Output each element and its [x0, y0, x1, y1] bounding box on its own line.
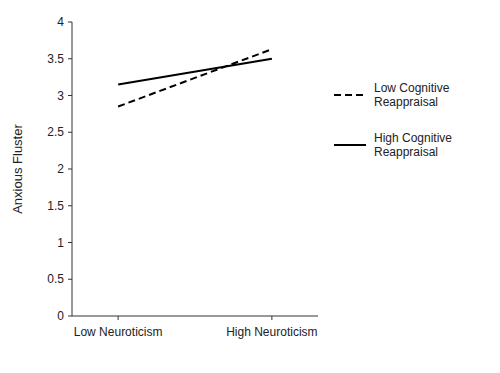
legend-swatch [334, 94, 366, 96]
legend: Low CognitiveReappraisal High CognitiveRe… [334, 81, 452, 159]
y-tick [68, 316, 72, 317]
y-tick-label: 2 [57, 162, 64, 176]
y-tick-label: 4 [57, 15, 64, 29]
plot-area [118, 49, 272, 106]
y-axis-label: Anxious Fluster [10, 124, 25, 214]
legend-label: High CognitiveReappraisal [374, 131, 452, 159]
y-tick [68, 95, 72, 96]
y-tick [68, 132, 72, 133]
y-tick [68, 242, 72, 243]
series-line [118, 49, 272, 106]
y-tick-label: 1.5 [47, 199, 64, 213]
x-axis-line [72, 316, 318, 317]
x-tick [271, 316, 272, 320]
axes: 0 0.5 1 1.5 2 2.5 3 3.5 4 Low Neuroticism High Neu… [47, 15, 318, 339]
y-tick-label: 3.5 [47, 52, 64, 66]
y-tick-label: 1 [57, 236, 64, 250]
y-tick [68, 205, 72, 206]
x-tick-label: Low Neuroticism [74, 325, 163, 339]
y-tick [68, 169, 72, 170]
x-tick-label: High Neuroticism [226, 325, 317, 339]
y-tick [68, 58, 72, 59]
legend-label: Low CognitiveReappraisal [374, 81, 450, 109]
y-tick-label: 0 [57, 309, 64, 323]
chart: 0 0.5 1 1.5 2 2.5 3 3.5 4 Low Neuroticism High Neu… [0, 0, 500, 373]
x-tick [118, 316, 119, 320]
y-tick-label: 3 [57, 89, 64, 103]
legend-swatch [334, 144, 366, 146]
y-tick [68, 22, 72, 23]
y-tick [68, 279, 72, 280]
series-line [118, 59, 272, 85]
y-tick-label: 0.5 [47, 272, 64, 286]
y-tick-label: 2.5 [47, 125, 64, 139]
chart-container: 0 0.5 1 1.5 2 2.5 3 3.5 4 Low Neuroticism High Neu… [0, 0, 500, 373]
